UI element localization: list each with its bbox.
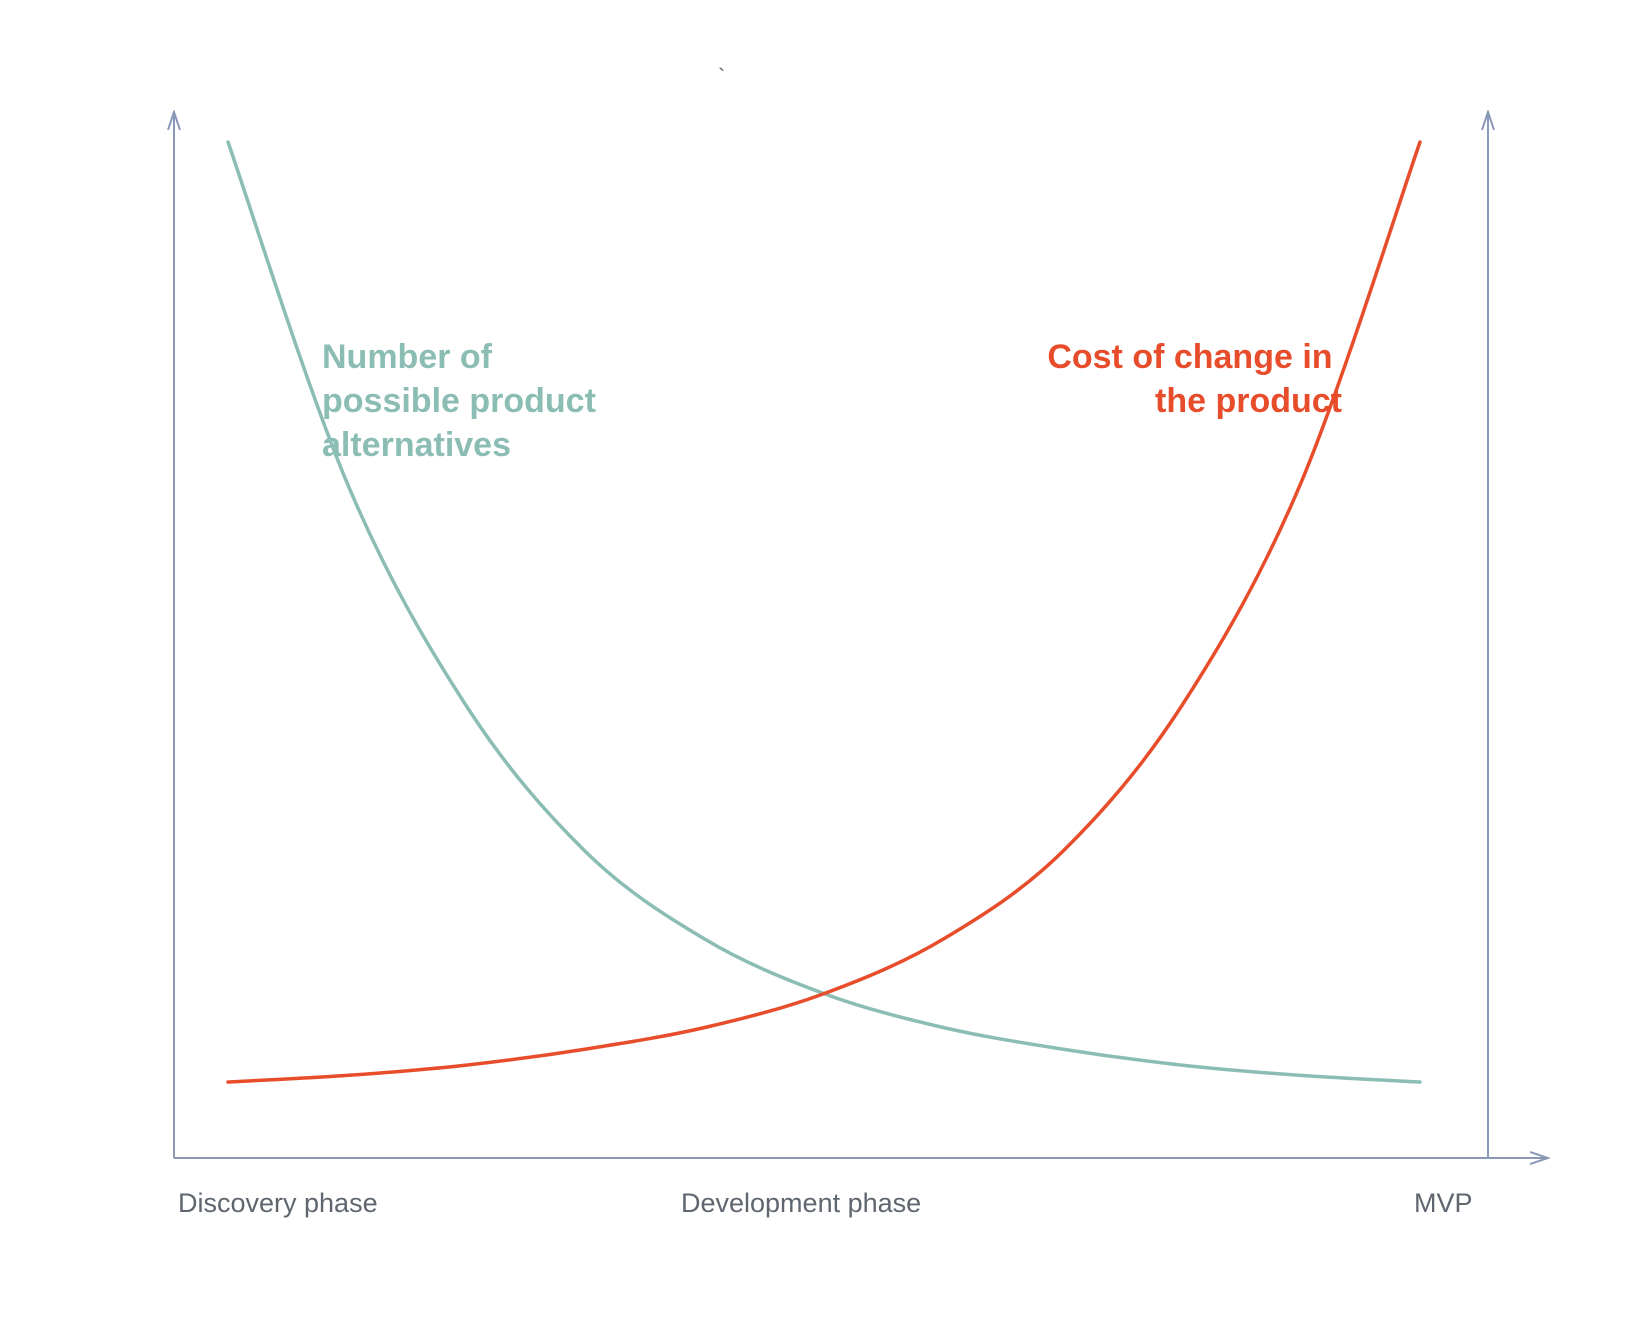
series-label-cost-line-2: the product: [1155, 382, 1342, 420]
series-label-alternatives-line-2: possible product: [322, 382, 596, 420]
x-tick-label-mvp: MVP: [1414, 1188, 1473, 1218]
series-label-cost: Cost of change in the product: [1047, 338, 1342, 420]
series-label-cost-line-1: Cost of change in: [1047, 338, 1332, 376]
series-layer: [226, 140, 1422, 1084]
series-label-alternatives: Number of possible product alternatives: [322, 338, 605, 464]
stray-mark: `: [718, 64, 725, 89]
series-label-alternatives-line-1: Number of: [322, 338, 493, 376]
x-tick-label-development: Development phase: [681, 1188, 921, 1218]
series-label-alternatives-line-3: alternatives: [322, 426, 511, 464]
x-tick-label-discovery: Discovery phase: [178, 1188, 378, 1218]
series-line-cost: [226, 140, 1422, 1084]
axes: [174, 112, 1548, 1158]
series-line-alternatives: [226, 140, 1422, 1084]
